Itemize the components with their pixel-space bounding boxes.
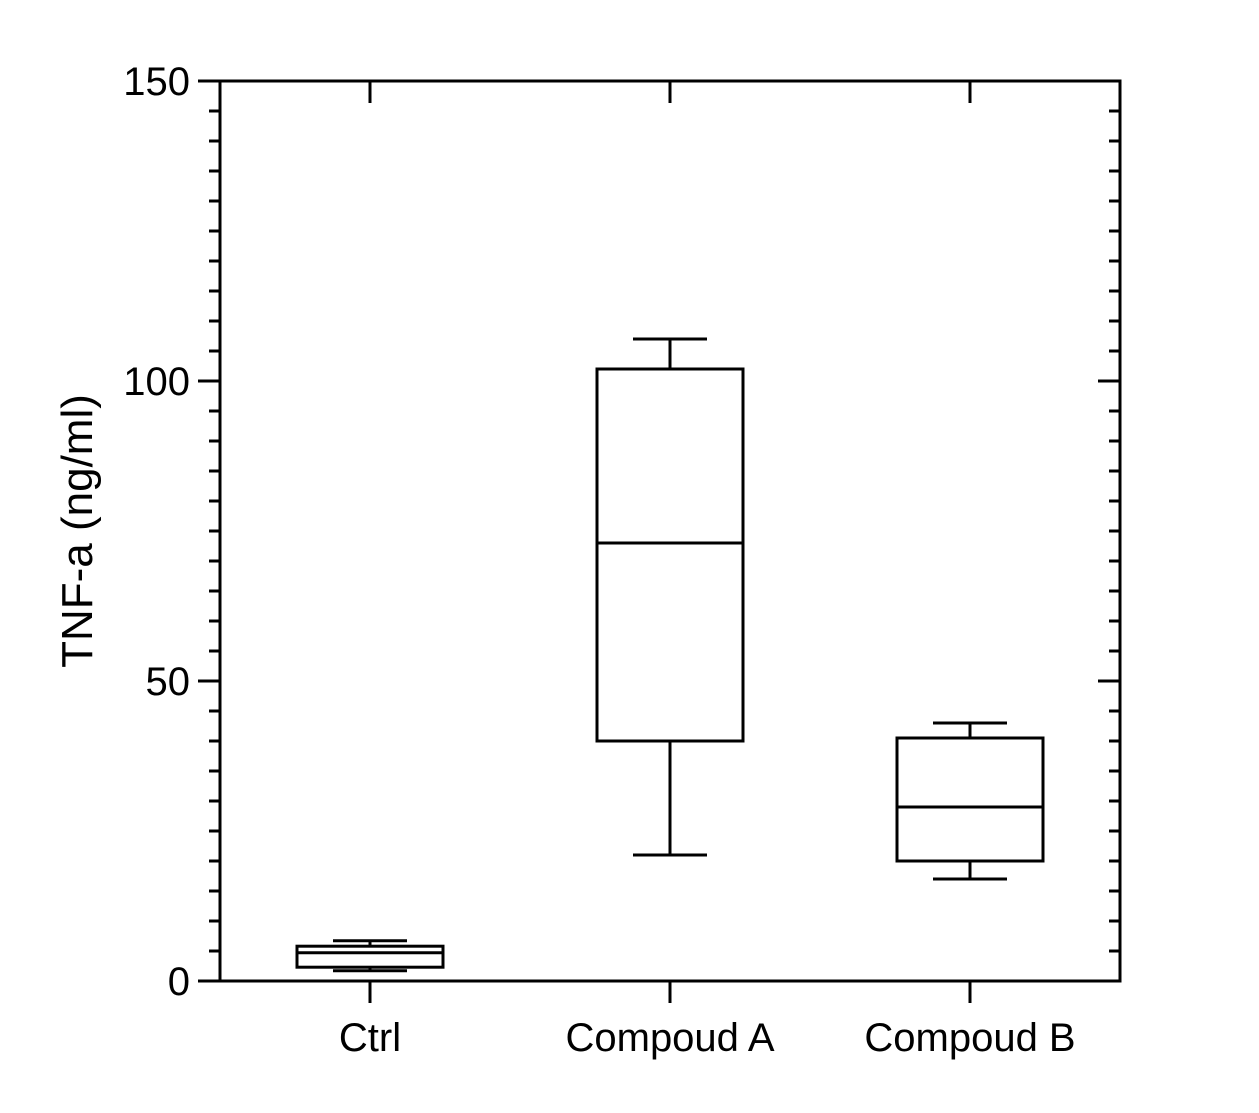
interquartile-box xyxy=(895,736,1045,863)
x-tick-label: Compoud B xyxy=(864,1016,1075,1060)
y-axis-title: TNF-a (ng/ml) xyxy=(53,394,102,668)
y-tick-labels: 0 50 100 150 xyxy=(123,60,190,1004)
x-tick-label: Compoud A xyxy=(565,1016,774,1060)
box-series xyxy=(295,337,1045,973)
box-compoud-b xyxy=(895,721,1045,881)
y-tick-label: 0 xyxy=(168,960,190,1004)
y-tick-label: 100 xyxy=(123,360,190,404)
x-tick-label: Ctrl xyxy=(339,1016,401,1060)
y-tick-label: 150 xyxy=(123,60,190,104)
interquartile-box xyxy=(595,367,745,743)
axis-ticks xyxy=(198,79,1120,1003)
interquartile-box xyxy=(295,944,445,969)
x-tick-labels: Ctrl Compoud A Compoud B xyxy=(339,1016,1076,1060)
y-tick-label: 50 xyxy=(146,660,191,704)
box-ctrl xyxy=(295,939,445,973)
box-compoud-a xyxy=(595,337,745,857)
